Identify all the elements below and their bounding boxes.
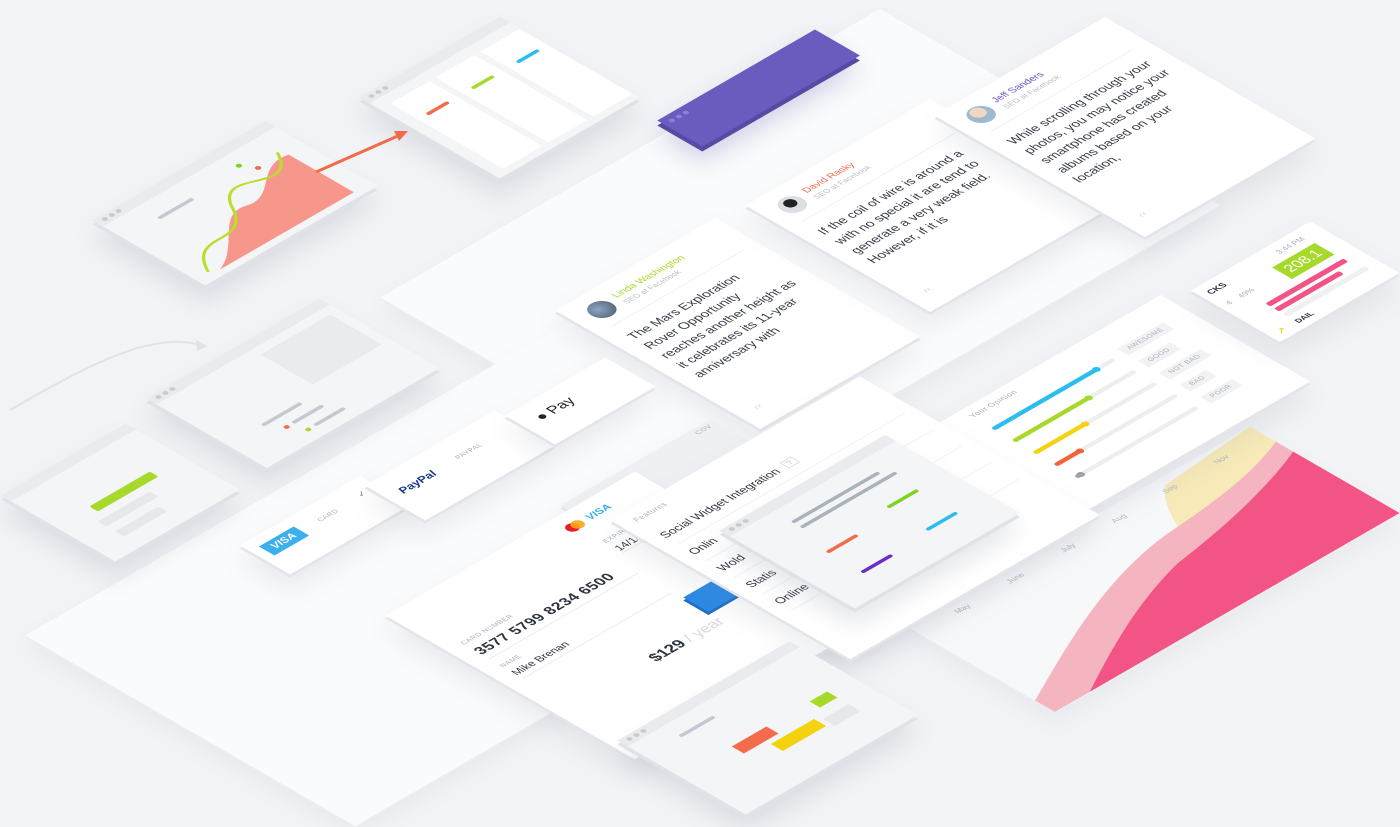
area-chart-panel: May June July Aug Sep Nov — [904, 425, 1400, 712]
trend-icon: ↗ — [1272, 324, 1291, 336]
stats-bar — [1273, 270, 1344, 311]
mastercard-icon — [561, 518, 588, 533]
quote-icon: “ — [748, 401, 775, 417]
stats-count: 4 — [1222, 298, 1235, 306]
price: $129 / year — [644, 614, 729, 664]
option-label: PAYPAL — [454, 442, 486, 460]
area-series-pink — [1089, 450, 1400, 692]
area-chart — [1035, 425, 1400, 712]
chart-wireframe-window — [91, 120, 378, 286]
avatar — [960, 102, 1003, 126]
visa-logo: VISA — [582, 502, 616, 521]
cards-wireframe-window — [359, 16, 640, 178]
paypal-logo: PayPal — [394, 468, 441, 495]
option-label: CARD — [316, 508, 342, 523]
check-icon: ✓ — [354, 488, 372, 499]
avatar — [770, 192, 813, 216]
apple-pay-logo: ● Pay — [530, 394, 580, 423]
testimonial-text: If the coil of wire is around a with no … — [813, 147, 994, 265]
help-icon[interactable]: ? — [779, 456, 800, 469]
quote-icon: “ — [1133, 209, 1160, 225]
quote-icon: “ — [918, 284, 945, 300]
cov-label: COV — [693, 423, 715, 436]
wave-chart-icon — [201, 151, 354, 272]
visa-logo: VISA — [259, 526, 309, 555]
stats-panel: CKS 3:44 PM 4 49% 208.1 ↗ DAIL — [1189, 220, 1400, 342]
stats-label: CKS — [1203, 280, 1229, 295]
stats-percent: 49% — [1235, 285, 1257, 299]
avatar — [580, 297, 623, 321]
stats-footer: DAIL — [1292, 309, 1317, 324]
